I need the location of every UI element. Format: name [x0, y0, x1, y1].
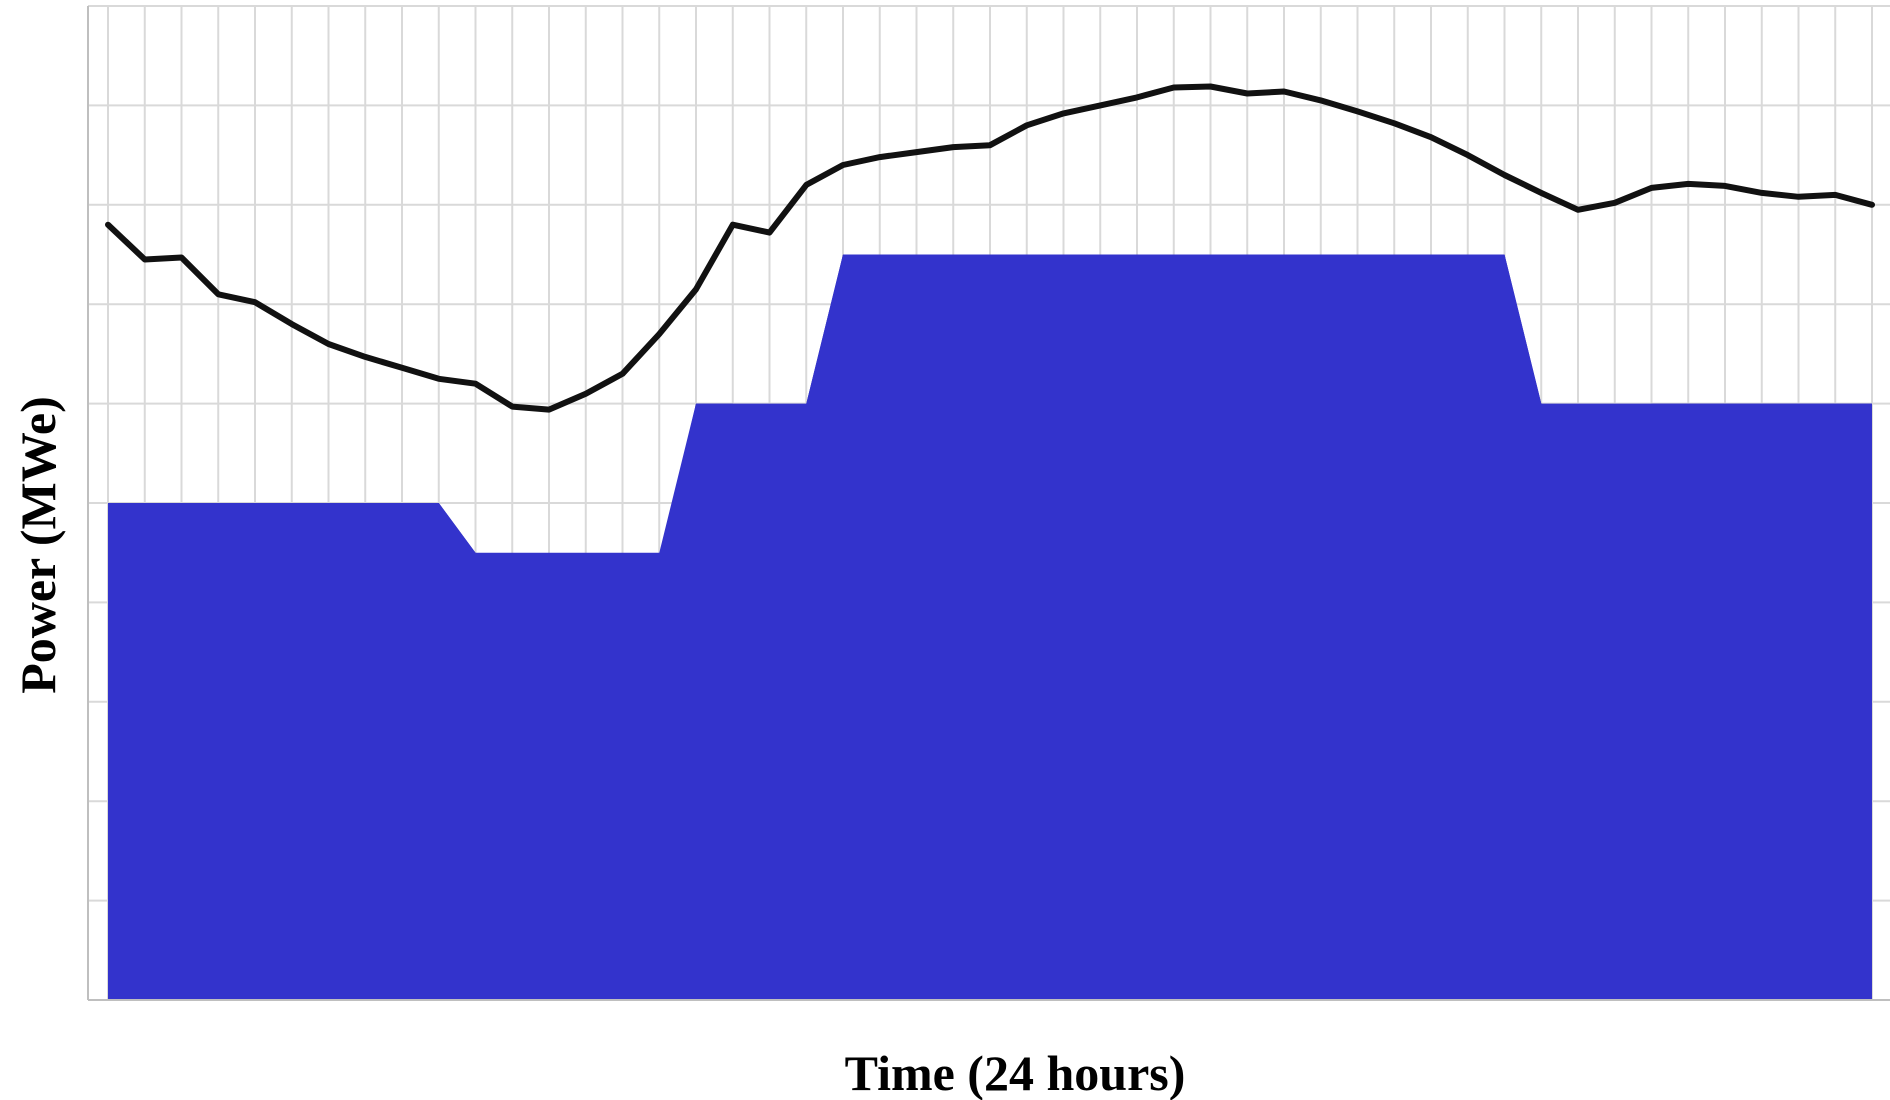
generation-area: [108, 254, 1872, 1000]
generation-area-layer: [108, 254, 1872, 1000]
demand-line-layer: [105, 83, 1875, 413]
demand-line: [105, 83, 1875, 413]
x-axis-title: Time (24 hours): [845, 1045, 1186, 1100]
y-axis-title: Power (MWe): [10, 396, 66, 694]
chart-axes: [87, 6, 1890, 1001]
